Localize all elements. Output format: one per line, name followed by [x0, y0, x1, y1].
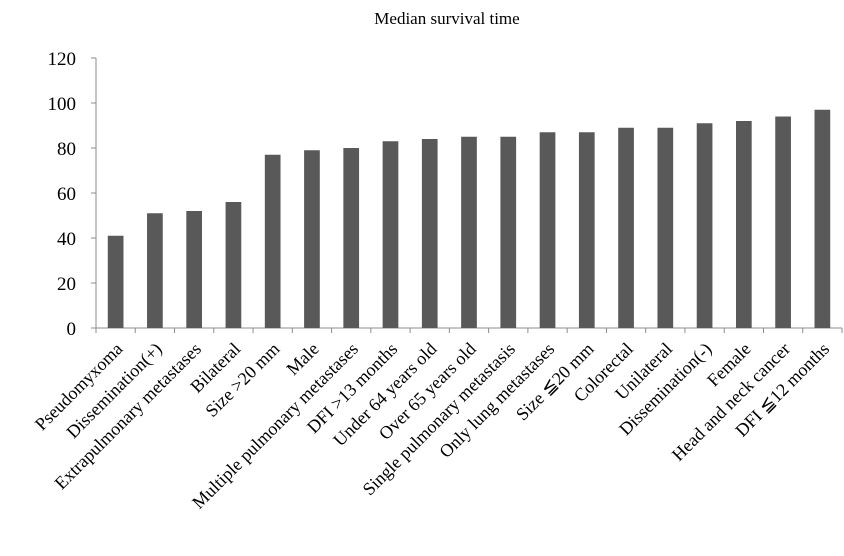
- bar: [147, 213, 163, 328]
- y-axis: 0 20 40 60 80 100 120: [48, 49, 97, 340]
- bar: [264, 154, 281, 328]
- bar: [421, 139, 438, 328]
- bar: [343, 148, 360, 328]
- bar: [735, 121, 752, 328]
- bar: [461, 136, 477, 328]
- x-axis: [95, 327, 843, 333]
- bar: [657, 127, 674, 328]
- bar: [304, 150, 320, 328]
- y-tick-label: 20: [57, 274, 76, 295]
- y-tick-label: 80: [57, 139, 76, 160]
- bar: [539, 132, 556, 328]
- bar: [107, 235, 124, 328]
- y-tick-label: 100: [48, 94, 77, 115]
- y-tick-label: 40: [57, 229, 76, 250]
- bar: [814, 109, 831, 328]
- y-tick-label: 120: [48, 49, 77, 70]
- bar: [382, 141, 399, 328]
- bars: [107, 109, 831, 328]
- bar: [500, 136, 517, 328]
- bar: [775, 116, 791, 328]
- bar: [696, 123, 713, 328]
- y-tick-label: 0: [67, 319, 77, 340]
- bar: [186, 211, 203, 328]
- chart-title: Median survival time: [374, 9, 519, 28]
- y-tick-label: 60: [57, 184, 76, 205]
- bar: [225, 202, 242, 328]
- bar: [618, 127, 634, 328]
- bar: [578, 132, 595, 328]
- x-tick-labels: PseudomyxomaDissemination(+)Extrapulmona…: [31, 339, 833, 513]
